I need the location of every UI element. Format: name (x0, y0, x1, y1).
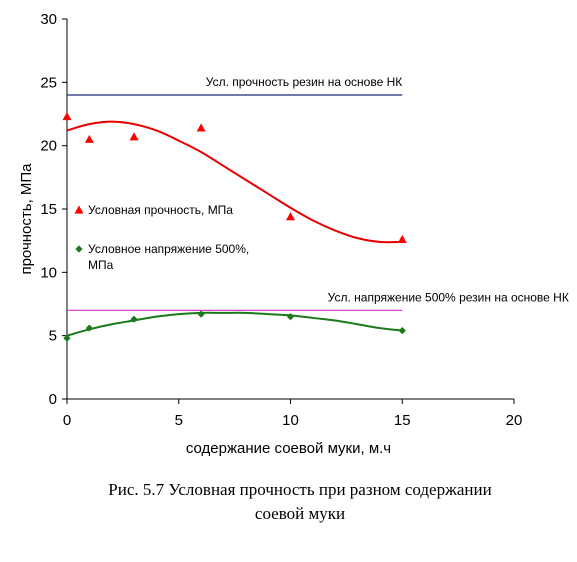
x-axis-title: содержание соевой муки, м.ч (186, 440, 391, 457)
caption-line-2: соевой муки (254, 504, 346, 523)
y-tick-label: 20 (40, 138, 57, 155)
chart: 0 5 10 15 20 25 30 0 5 10 15 20 содержание соевой му… (18, 11, 569, 457)
data-point-series-2 (197, 310, 205, 318)
reference-line-label-1: Усл. прочность резин на основе НК (206, 75, 402, 89)
data-point-series-1 (196, 123, 206, 132)
trend-line-series-1 (66, 120, 403, 244)
y-tick-label: 15 (40, 201, 57, 218)
data-point-series-1 (129, 132, 139, 141)
data-point-series-1 (397, 234, 407, 243)
x-tick-label: 15 (394, 412, 411, 429)
legend-label-1: Условная прочность, МПа (88, 203, 233, 217)
data-point-series-2 (63, 334, 71, 342)
x-tick-label: 5 (175, 412, 183, 429)
legend-label-2: МПа (88, 258, 114, 272)
y-tick-label: 30 (40, 11, 57, 28)
data-point-series-2 (398, 327, 406, 335)
x-tick-label: 0 (63, 412, 71, 429)
data-point-series-2 (85, 324, 93, 332)
trend-line-series-2 (66, 311, 403, 337)
data-point-series-1 (84, 134, 94, 143)
caption-line-1: Рис. 5.7 Условная прочность при разном с… (108, 480, 492, 499)
legend-marker-2 (75, 245, 83, 253)
figure-caption: Рис. 5.7 Условная прочность при разном с… (40, 478, 560, 526)
legend-label-2: Условное напряжение 500%, (88, 242, 249, 256)
data-point-series-1 (62, 112, 72, 121)
x-tick-label: 20 (506, 412, 523, 429)
y-tick-label: 10 (40, 264, 57, 281)
legend-marker-1 (74, 205, 84, 214)
y-tick-label: 25 (40, 74, 57, 91)
y-axis-title: прочность, МПа (18, 163, 35, 275)
data-point-series-1 (286, 212, 295, 221)
data-point-series-2 (286, 313, 295, 321)
x-tick-label: 10 (282, 412, 299, 429)
y-tick-label: 0 (49, 391, 57, 408)
y-tick-label: 5 (49, 328, 57, 345)
reference-line-label-2: Усл. напряжение 500% резин на основе НК (328, 290, 569, 304)
data-point-series-2 (130, 315, 138, 323)
